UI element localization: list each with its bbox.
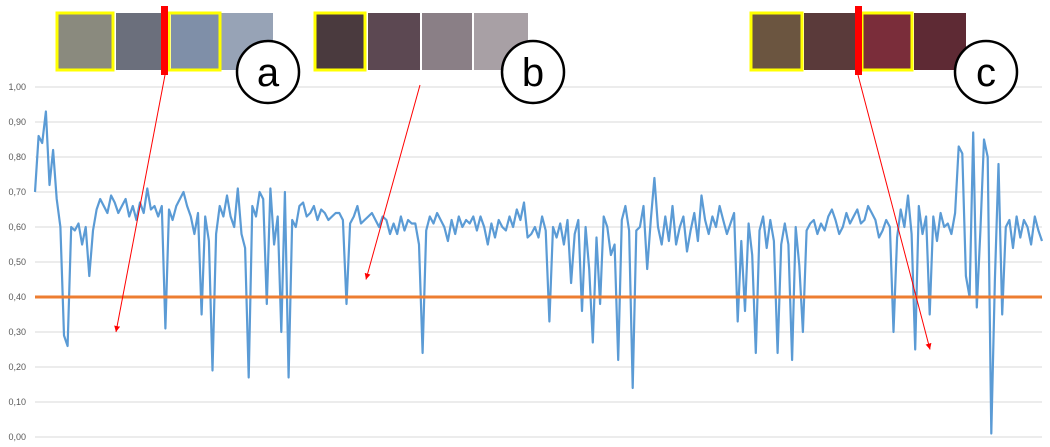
y-axis-ticks: 0,00 0,10 0,20 0,30 0,40 0,50 0,60 0,70 0,80 0,90…: [8, 82, 26, 442]
thumbnail: [751, 13, 802, 70]
callout-label-c: c: [976, 51, 996, 95]
thumbnail-strip-c: [749, 6, 966, 75]
y-tick-label: 0,30: [8, 327, 26, 337]
cut-marker: [855, 6, 862, 75]
series-group: [33, 110, 1044, 435]
y-tick-label: 0,90: [8, 117, 26, 127]
y-tick-label: 1,00: [8, 82, 26, 92]
y-tick-label: 0,80: [8, 152, 26, 162]
y-tick-label: 0,00: [8, 432, 26, 442]
callout-label-b: b: [522, 51, 544, 95]
thumbnail: [422, 13, 472, 70]
thumbnail: [315, 13, 365, 70]
callout-label-a: a: [257, 51, 280, 95]
callout-a: a: [235, 39, 301, 105]
thumbnail-highlight: [749, 11, 804, 72]
y-tick-label: 0,50: [8, 257, 26, 267]
y-tick-label: 0,40: [8, 292, 26, 302]
y-tick-label: 0,70: [8, 187, 26, 197]
thumbnail-highlight: [313, 11, 367, 72]
cut-marker: [161, 6, 168, 75]
y-tick-label: 0,20: [8, 362, 26, 372]
thumbnail-highlight: [167, 11, 222, 72]
y-tick-label: 0,60: [8, 222, 26, 232]
thumbnail: [862, 13, 912, 70]
thumbnail-strip-b: [313, 11, 528, 72]
thumbnail: [116, 13, 168, 70]
thumbnail: [804, 13, 856, 70]
arrow-c: [857, 74, 932, 350]
callout-c: c: [953, 39, 1019, 105]
arrow-b: [364, 84, 421, 280]
thumbnail-highlight: [55, 11, 115, 72]
series-line-score: [33, 110, 1044, 435]
thumbnail: [368, 13, 420, 70]
arrow-a: [114, 74, 166, 333]
callout-b: b: [500, 39, 566, 105]
thumbnail: [171, 13, 219, 70]
y-tick-label: 0,10: [8, 397, 26, 407]
thumbnail: [57, 13, 113, 70]
